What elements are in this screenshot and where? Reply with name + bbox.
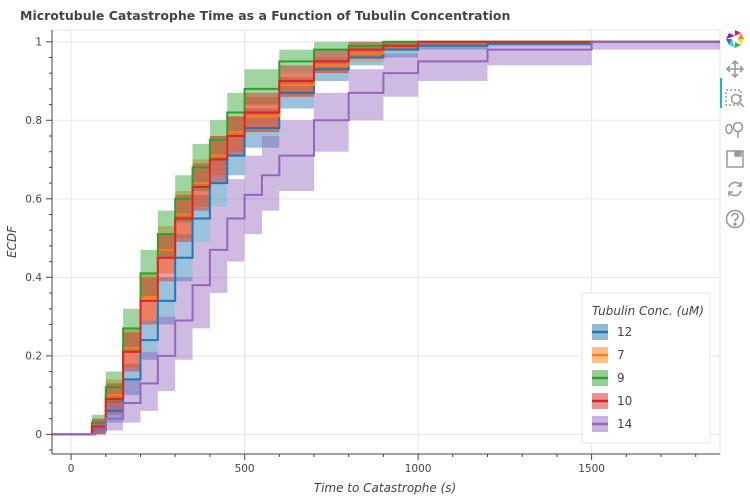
legend: Tubulin Conc. (uM) 12 7 9 10 14 [581,292,711,444]
box-zoom-icon[interactable] [724,88,746,110]
x-tick-label: 500 [235,463,255,475]
legend-item-14[interactable]: 14 [592,416,632,432]
x-tick-label: 0 [68,463,75,475]
legend-label: 9 [617,371,625,385]
y-tick-label: 0.2 [25,350,42,362]
legend-item-12[interactable]: 12 [592,324,632,340]
legend-label: 12 [617,325,632,339]
legend-label: 14 [617,417,632,431]
legend-title: Tubulin Conc. (uM) [592,304,704,318]
legend-item-10[interactable]: 10 [592,393,632,409]
save-icon[interactable] [724,148,746,170]
ecdf-line-10 [52,40,720,436]
axes-layer: 0 500 1000 1500 0 0.2 0.4 0.6 0.8 1 [25,30,720,475]
legend-label: 10 [617,394,632,408]
y-tick-label: 0.4 [25,272,42,284]
active-tool-indicator [720,78,722,108]
legend-label: 7 [617,348,625,362]
ecdf-line-9 [52,40,720,436]
y-axis-label: ECDF [5,225,19,258]
help-icon[interactable] [724,208,746,230]
wheel-zoom-icon[interactable] [724,118,746,140]
legend-item-9[interactable]: 9 [592,370,625,386]
x-tick-label: 1000 [405,463,432,475]
toolbar [720,24,750,244]
reset-icon[interactable] [724,178,746,200]
y-tick-label: 0.6 [25,193,42,205]
pan-icon[interactable] [724,58,746,80]
y-tick-label: 0 [35,429,42,441]
chart-title: Microtubule Catastrophe Time as a Functi… [20,8,510,23]
bokeh-logo-icon[interactable] [724,28,746,50]
y-tick-label: 1 [35,36,42,48]
legend-item-7[interactable]: 7 [592,347,625,363]
y-tick-label: 0.8 [25,115,42,127]
ecdf-line-14 [52,40,720,436]
x-tick-label: 1500 [578,463,605,475]
ci-band-12 [52,41,720,435]
x-axis-label: Time to Catastrophe (s) [314,481,456,495]
lines-layer [52,40,720,436]
legend-items: 12 7 9 10 14 [592,324,632,432]
